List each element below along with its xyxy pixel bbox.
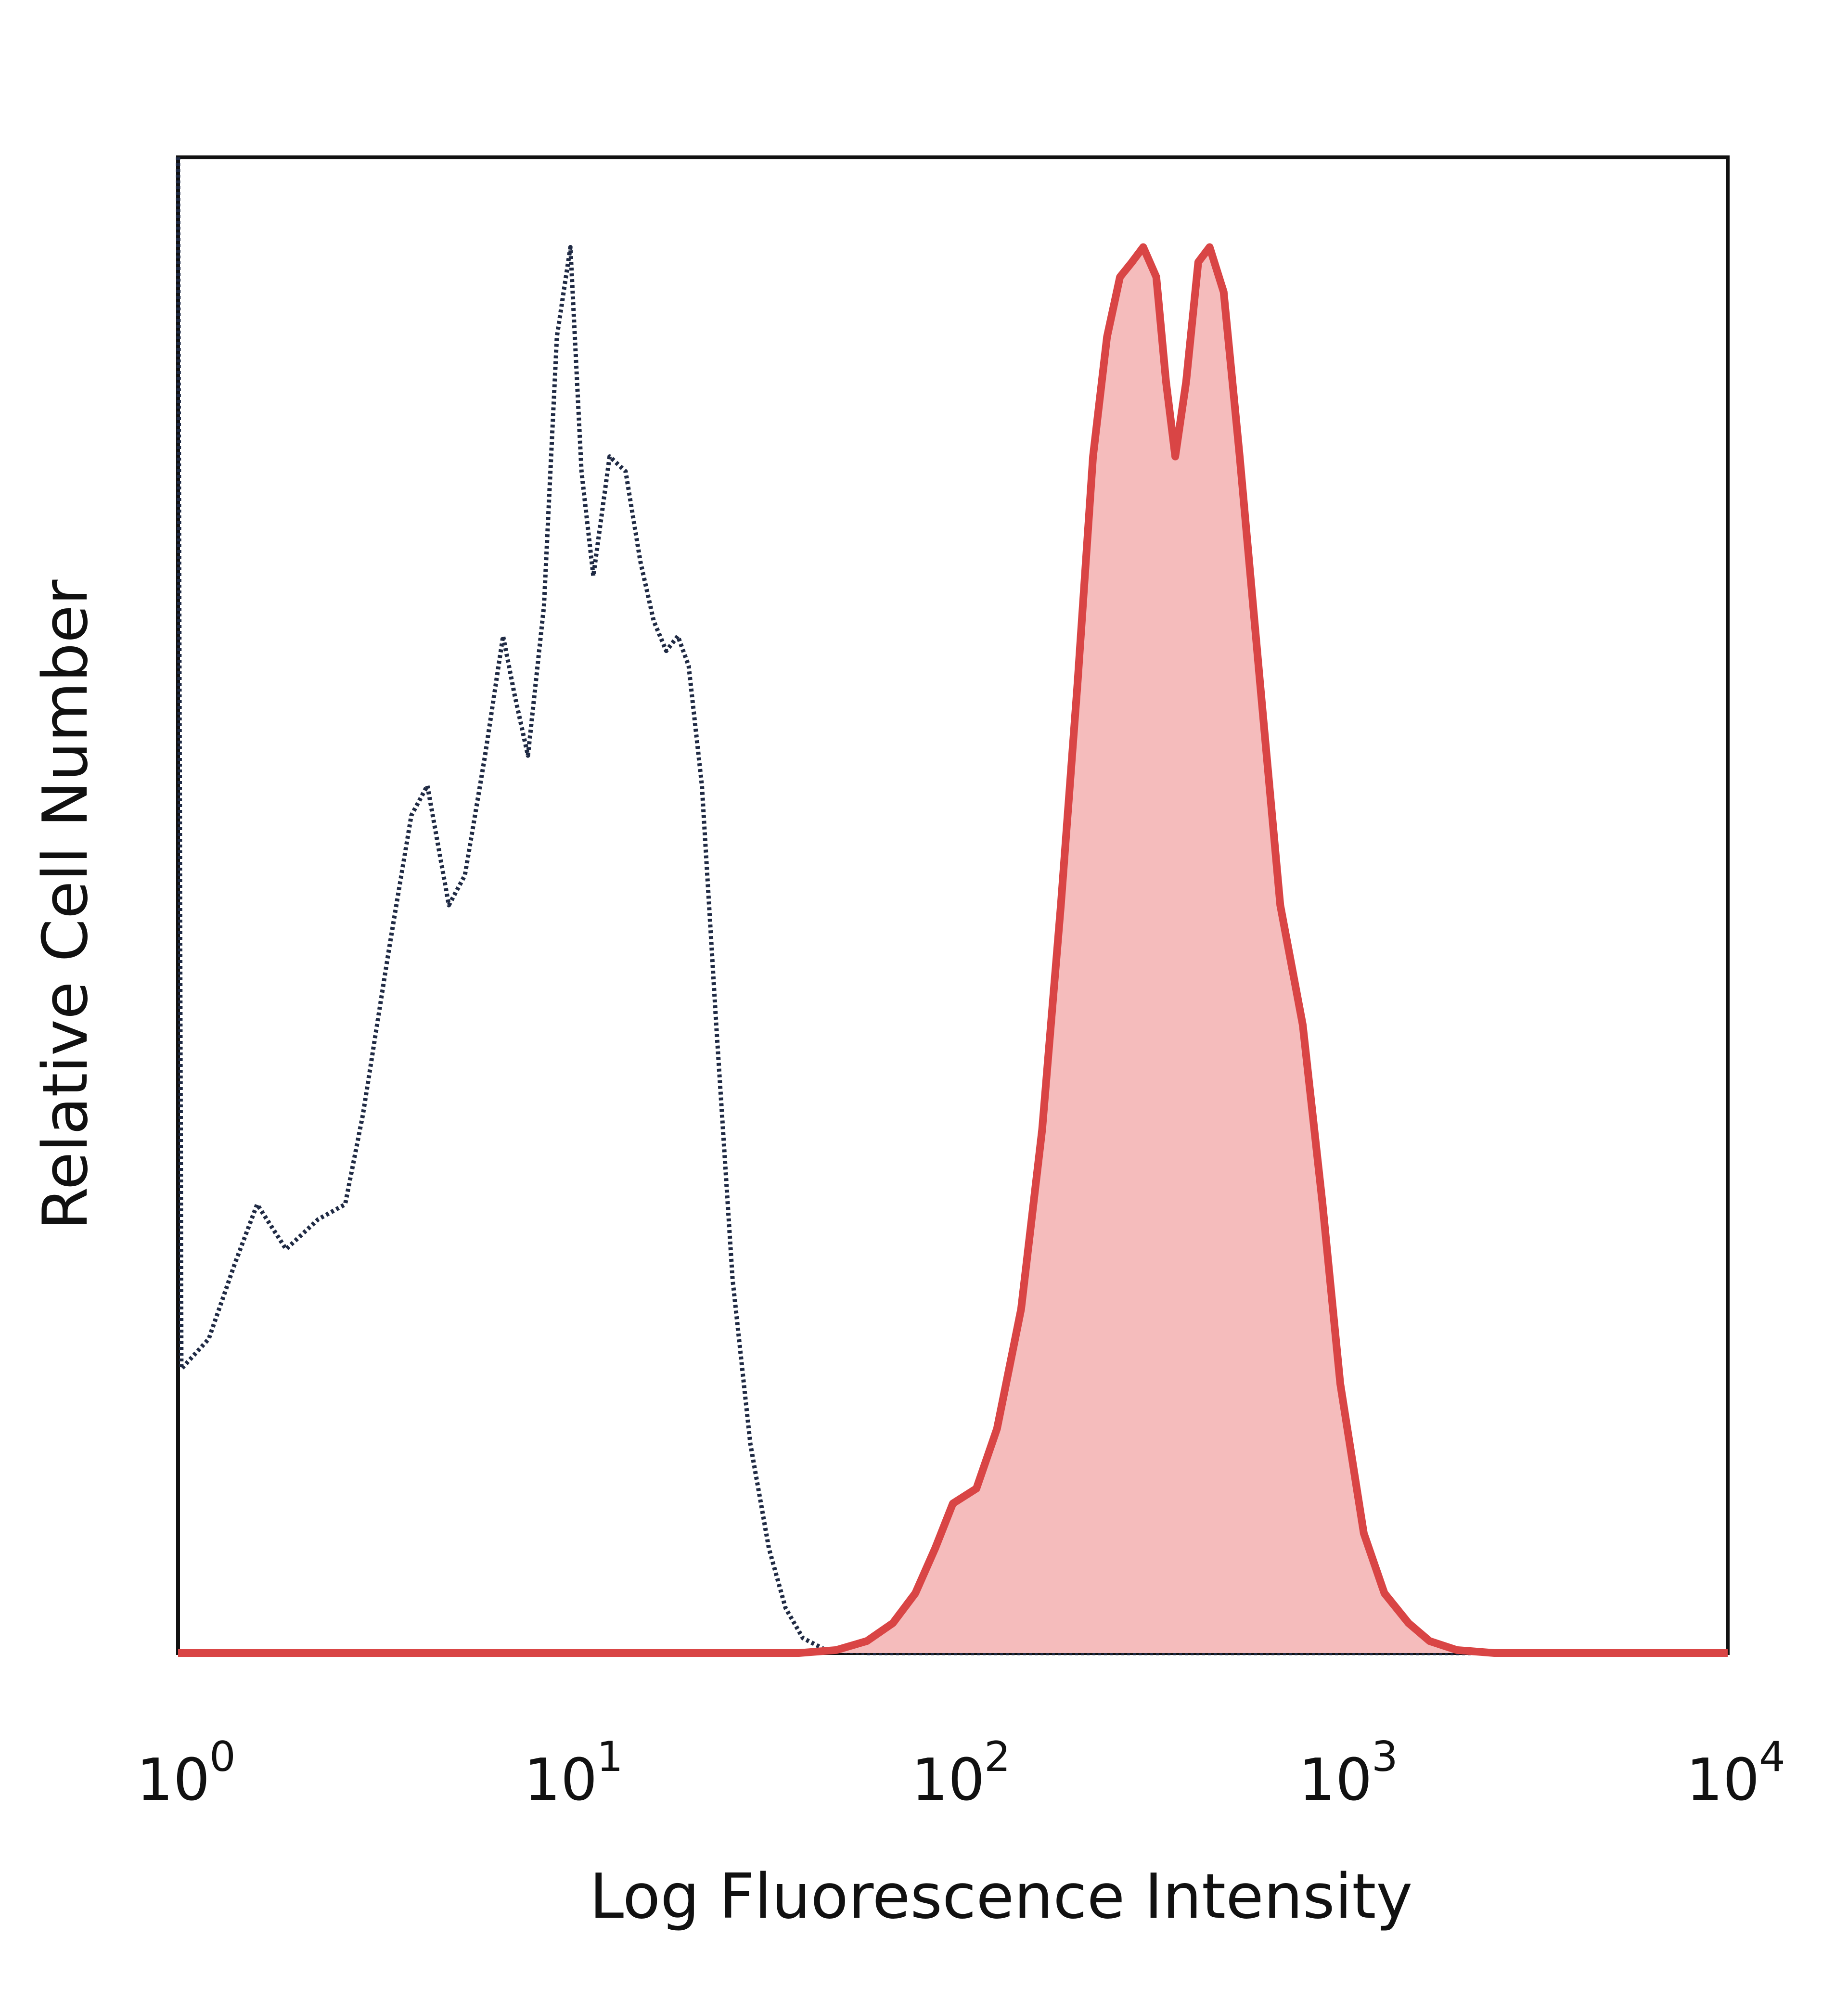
series-0-dotted-line	[176, 157, 1728, 1655]
x-tick-label-4: 10	[1686, 1747, 1760, 1814]
plot-frame	[176, 155, 1730, 1655]
x-tick-exponent-2: 2	[984, 1733, 1011, 1781]
series-1-solid-line	[178, 243, 1728, 1657]
x-tick-exponent-1: 1	[597, 1733, 623, 1781]
x-axis-title: Log Fluorescence Intensity	[590, 1861, 1412, 1933]
x-tick-exponent-0: 0	[209, 1733, 236, 1781]
series-1-fill	[178, 247, 1728, 1653]
x-tick-label-0: 10	[137, 1747, 210, 1814]
series-layer	[176, 157, 1728, 1657]
x-tick-exponent-3: 3	[1372, 1733, 1398, 1781]
x-tick-exponent-4: 4	[1759, 1733, 1785, 1781]
x-tick-labels: 100 101 102 103 104	[137, 1733, 1785, 1814]
y-axis-title: Relative Cell Number	[30, 579, 102, 1230]
x-tick-label-3: 10	[1299, 1747, 1373, 1814]
x-tick-label-2: 10	[911, 1747, 985, 1814]
x-tick-label-1: 10	[524, 1747, 598, 1814]
